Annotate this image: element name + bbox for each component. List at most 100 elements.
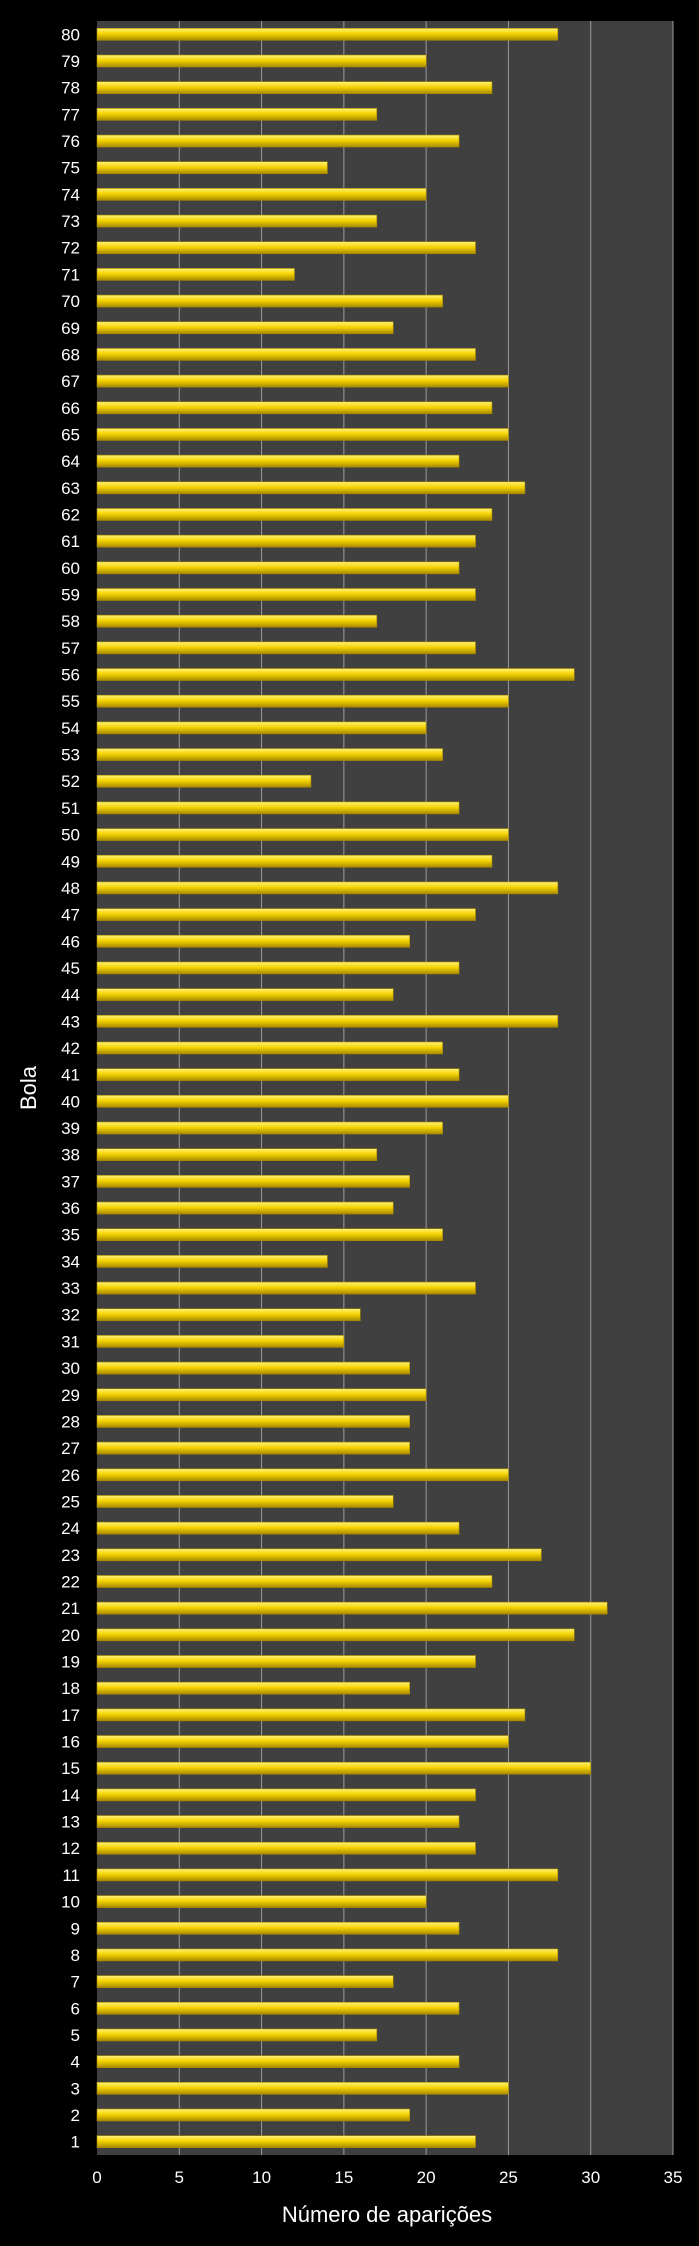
y-tick-label: 8 [71, 1946, 80, 1965]
bar-44 [96, 988, 394, 1001]
y-tick-label: 73 [61, 212, 80, 231]
y-tick-label: 67 [61, 372, 80, 391]
y-tick-label: 68 [61, 345, 80, 364]
bar-3 [96, 2082, 509, 2095]
bar-35 [96, 1228, 443, 1242]
bar-10 [96, 1895, 427, 1908]
y-tick-label: 20 [61, 1626, 80, 1645]
y-tick-label: 77 [61, 105, 80, 124]
y-tick-label: 72 [61, 239, 80, 258]
y-tick-label: 32 [61, 1306, 80, 1325]
y-tick-label: 63 [61, 479, 80, 498]
bar-72 [96, 241, 476, 255]
y-tick-label: 47 [61, 906, 80, 925]
y-tick-label: 60 [61, 559, 80, 578]
y-tick-label: 1 [71, 2133, 80, 2152]
x-tick-label: 25 [499, 2168, 518, 2187]
bar-52 [96, 774, 312, 788]
bar-38 [96, 1148, 378, 1161]
bar-1 [96, 2135, 476, 2148]
y-tick-label: 37 [61, 1172, 80, 1191]
bar-46 [96, 934, 410, 948]
y-tick-label: 17 [61, 1706, 80, 1725]
x-tick-label: 30 [581, 2168, 600, 2187]
y-tick-label: 24 [61, 1519, 80, 1538]
bar-25 [96, 1495, 394, 1508]
y-tick-label: 11 [62, 1866, 80, 1885]
y-tick-label: 14 [61, 1786, 80, 1805]
bar-51 [96, 801, 460, 815]
bar-17 [96, 1708, 526, 1722]
bar-7 [96, 1975, 394, 1988]
bar-15 [96, 1761, 592, 1775]
bar-45 [96, 961, 460, 975]
y-tick-label: 70 [61, 292, 80, 311]
y-tick-label: 2 [71, 2106, 80, 2125]
plot-area [97, 21, 673, 2155]
y-tick-label: 7 [71, 1973, 80, 1992]
y-tick-label: 62 [61, 505, 80, 524]
y-tick-label: 18 [61, 1679, 80, 1698]
bar-61 [96, 534, 476, 548]
bar-60 [96, 561, 460, 575]
y-tick-label: 78 [61, 79, 80, 98]
bar-69 [96, 321, 394, 335]
bars [96, 28, 608, 2148]
y-tick-label: 45 [61, 959, 80, 978]
bar-43 [96, 1015, 559, 1028]
bar-68 [96, 348, 476, 361]
bar-2 [96, 2108, 410, 2122]
y-tick-label: 48 [61, 879, 80, 898]
y-tick-label: 49 [61, 852, 80, 871]
y-tick-label: 69 [61, 319, 80, 338]
bar-24 [96, 1521, 460, 1535]
y-tick-label: 27 [61, 1439, 80, 1458]
y-tick-label: 5 [71, 2026, 80, 2045]
y-tick-label: 10 [61, 1893, 80, 1912]
bar-70 [96, 294, 443, 308]
y-tick-label: 31 [61, 1332, 80, 1351]
y-tick-label: 65 [61, 425, 80, 444]
bar-50 [96, 828, 509, 841]
y-tick-label: 23 [61, 1546, 80, 1565]
bar-54 [96, 721, 427, 735]
bar-20 [96, 1628, 575, 1642]
bar-8 [96, 1948, 559, 1962]
y-tick-label: 53 [61, 746, 80, 765]
y-tick-label: 16 [61, 1733, 80, 1752]
y-tick-labels: 1234567891011121314151617181920212223242… [61, 25, 80, 2151]
y-axis-title: Bola [16, 1065, 41, 1110]
y-tick-label: 38 [61, 1146, 80, 1165]
bar-49 [96, 854, 493, 868]
bar-36 [96, 1201, 394, 1215]
bar-67 [96, 374, 509, 388]
bar-19 [96, 1655, 476, 1668]
bar-42 [96, 1041, 443, 1055]
bar-62 [96, 508, 493, 521]
y-tick-label: 30 [61, 1359, 80, 1378]
y-tick-label: 22 [61, 1572, 80, 1591]
bar-26 [96, 1468, 509, 1482]
bar-5 [96, 2028, 378, 2042]
bar-40 [96, 1095, 509, 1108]
y-tick-label: 6 [71, 1999, 80, 2018]
bar-14 [96, 1788, 476, 1802]
bar-32 [96, 1308, 361, 1322]
bar-9 [96, 1921, 460, 1935]
bar-4 [96, 2055, 460, 2068]
bar-21 [96, 1601, 608, 1615]
bar-18 [96, 1681, 410, 1695]
y-tick-label: 52 [61, 772, 80, 791]
bar-80 [96, 28, 559, 41]
bar-55 [96, 694, 509, 708]
bar-12 [96, 1841, 476, 1855]
y-tick-label: 50 [61, 826, 80, 845]
bar-74 [96, 188, 427, 201]
x-tick-labels: 0 5 10 15 20 25 30 35 [92, 2168, 682, 2187]
bar-59 [96, 588, 476, 601]
y-tick-label: 58 [61, 612, 80, 631]
y-tick-label: 4 [71, 2053, 80, 2072]
y-tick-label: 44 [61, 986, 80, 1005]
bar-63 [96, 481, 526, 495]
